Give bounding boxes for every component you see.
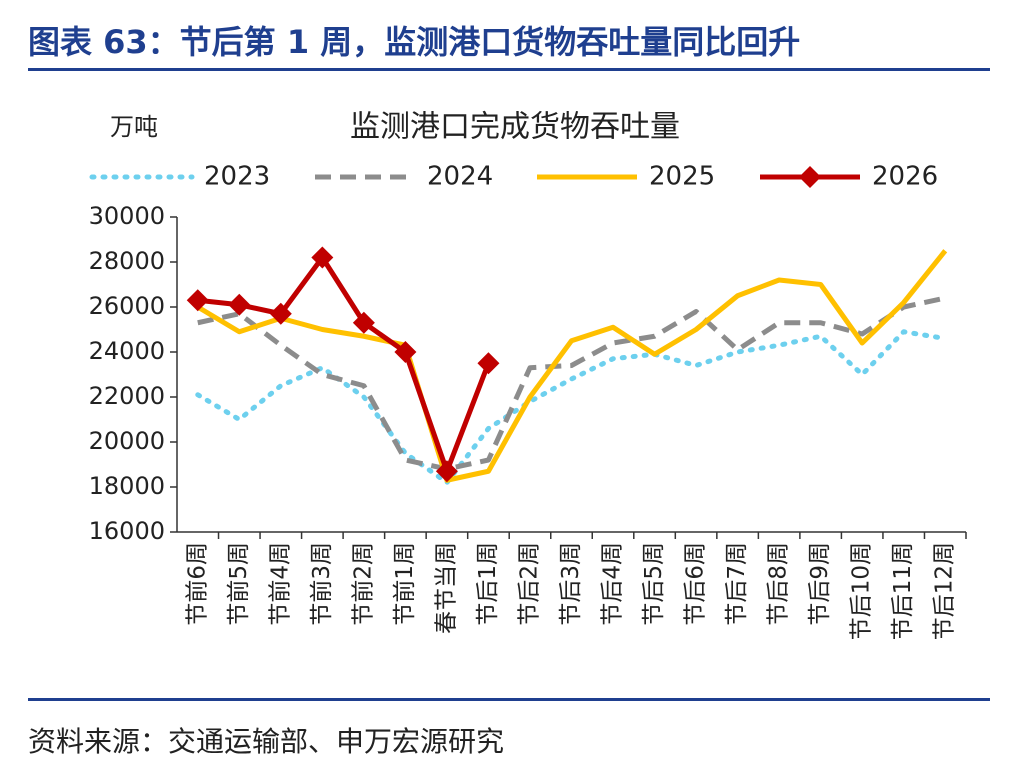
footer-rule: [28, 698, 990, 701]
x-tick-label: 节后1周: [475, 542, 501, 626]
legend-label: 2024: [427, 162, 493, 192]
y-tick-label: 28000: [89, 247, 165, 275]
x-tick-label: 春节当周: [433, 542, 459, 634]
y-tick-label: 24000: [89, 337, 165, 365]
series-marker: [186, 289, 209, 312]
legend-label: 2025: [649, 162, 715, 192]
y-tick-label: 18000: [89, 472, 165, 500]
x-tick-label: 节后5周: [641, 542, 667, 626]
header-rule: [28, 68, 990, 71]
x-tick-label: 节后7周: [724, 542, 750, 626]
y-unit: 万吨: [110, 113, 158, 141]
series-line: [197, 255, 491, 474]
y-tick-label: 16000: [89, 517, 165, 545]
y-tick-label: 26000: [89, 292, 165, 320]
x-tick-label: 节前2周: [350, 542, 376, 626]
legend-marker: [799, 166, 821, 188]
legend-label: 2026: [872, 162, 938, 192]
x-tick-label: 节后6周: [683, 542, 709, 626]
series-line: [196, 249, 948, 483]
x-tick-label: 节前1周: [392, 542, 418, 626]
y-tick-label: 22000: [89, 382, 165, 410]
chart-title: 监测港口完成货物吞吐量: [350, 110, 680, 145]
series-line: [195, 329, 948, 485]
x-tick-label: 节后10周: [849, 542, 875, 640]
series-marker: [311, 246, 334, 269]
x-tick-label: 节前5周: [226, 542, 252, 626]
x-tick-label: 节前3周: [309, 542, 335, 626]
source: 资料来源：交通运输部、申万宏源研究: [28, 725, 504, 758]
series-marker: [394, 341, 417, 363]
y-tick-label: 20000: [89, 427, 165, 455]
figure-title: 图表 63：节后第 1 周，监测港口货物吞吐量同比回升: [28, 23, 800, 61]
x-tick-label: 节后8周: [766, 542, 792, 626]
x-tick-label: 节后3周: [558, 542, 584, 626]
series-line: [197, 295, 946, 472]
series-marker: [352, 311, 375, 334]
legend-label: 2023: [204, 162, 270, 192]
series-marker: [269, 302, 292, 325]
x-tick-label: 节前6周: [184, 542, 210, 626]
series-marker: [228, 293, 251, 316]
y-tick-label: 30000: [89, 202, 165, 230]
x-tick-label: 节后4周: [600, 542, 626, 626]
x-tick-label: 节后2周: [516, 542, 542, 626]
x-tick-label: 节后11周: [890, 542, 916, 640]
x-tick-label: 节后9周: [807, 542, 833, 626]
x-tick-label: 节前4周: [267, 542, 293, 626]
x-tick-label: 节后12周: [932, 542, 958, 640]
series-marker: [477, 352, 500, 375]
series-marker: [435, 460, 458, 483]
